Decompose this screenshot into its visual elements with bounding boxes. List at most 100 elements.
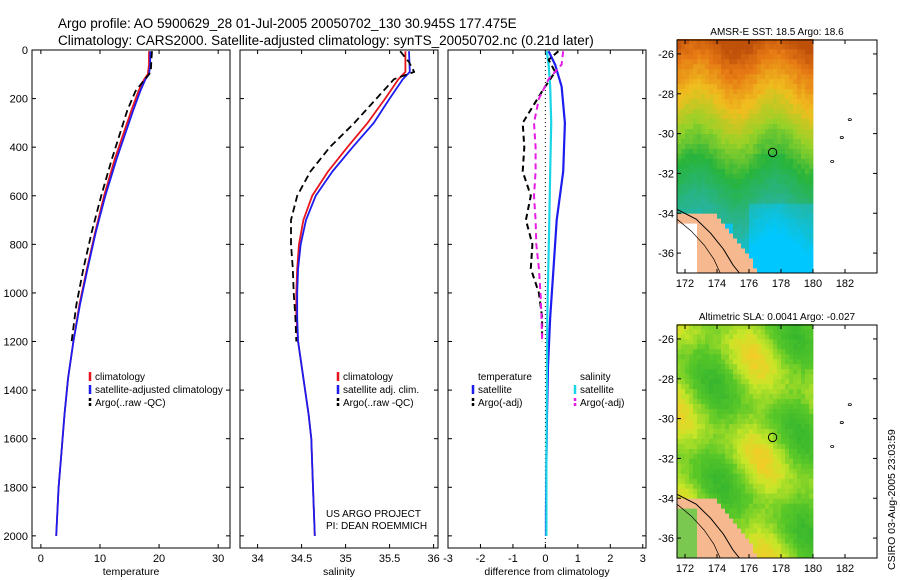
map-cell: [717, 113, 722, 120]
map-cell: [749, 193, 754, 199]
map-cell: [725, 258, 730, 264]
map-cell: [729, 143, 734, 149]
map-cell: [689, 243, 694, 249]
map-cell: [693, 433, 698, 439]
map-cell: [757, 338, 762, 345]
map-cell: [701, 498, 706, 504]
map-cell: [677, 388, 682, 395]
map-cell: [805, 478, 810, 484]
map-cell: [737, 473, 742, 479]
map-cell: [737, 388, 742, 395]
map-cell: [777, 103, 782, 110]
map-cell: [777, 253, 782, 259]
map-cell: [801, 248, 806, 254]
map-cell: [693, 548, 698, 554]
map-cell: [705, 458, 710, 464]
map-cell: [749, 258, 754, 264]
map-cell: [737, 223, 742, 229]
map-cell: [725, 263, 730, 269]
map-cell: [741, 73, 746, 80]
map-cell: [713, 333, 718, 340]
map-cell: [677, 178, 682, 184]
map-cell: [705, 83, 710, 90]
map-cell: [785, 158, 790, 164]
map-cell: [801, 538, 806, 544]
map-cell: [797, 148, 802, 154]
map-cell: [753, 398, 758, 405]
map-cell: [685, 198, 690, 204]
map-cell: [717, 143, 722, 149]
map-cell: [717, 348, 722, 355]
map-cell: [729, 483, 734, 489]
map-cell: [753, 353, 758, 360]
map-cell: [793, 238, 798, 244]
map-cell: [689, 88, 694, 95]
map-cell: [789, 63, 794, 70]
map-cell: [745, 268, 750, 274]
map-cell: [689, 198, 694, 204]
map-cell: [801, 253, 806, 259]
map-cell: [781, 268, 786, 274]
map-cell: [729, 208, 734, 214]
map-cell: [749, 53, 754, 60]
map-cell: [809, 168, 814, 174]
map-cell: [729, 123, 734, 130]
map-cell: [721, 153, 726, 159]
map-cell: [717, 548, 722, 554]
map-cell: [721, 324, 726, 330]
map-cell: [809, 63, 814, 70]
map-cell: [689, 138, 694, 144]
map-cell: [681, 153, 686, 159]
map-cell: [725, 528, 730, 534]
map-cell: [809, 98, 814, 105]
map-cell: [697, 418, 702, 424]
map-cell: [725, 553, 730, 559]
map-cell: [725, 428, 730, 434]
map-cell: [757, 88, 762, 95]
map-cell: [757, 228, 762, 234]
map-cell: [709, 103, 714, 110]
map-cell: [713, 503, 718, 509]
map-cell: [705, 328, 710, 335]
map-cell: [761, 148, 766, 154]
map-cell: [753, 518, 758, 524]
map-cell: [729, 338, 734, 345]
map-cell: [705, 263, 710, 269]
map-cell: [681, 403, 686, 410]
map-cell: [773, 178, 778, 184]
map-cell: [713, 353, 718, 360]
map-cell: [765, 183, 770, 189]
map-cell: [681, 268, 686, 274]
map-cell: [801, 548, 806, 554]
map-cell: [717, 148, 722, 154]
map-cell: [709, 123, 714, 130]
map-cell: [781, 518, 786, 524]
map-cell: [713, 48, 718, 55]
map-cell: [753, 503, 758, 509]
map-cell: [697, 328, 702, 335]
map-cell: [729, 93, 734, 100]
map-cell: [709, 473, 714, 479]
map-cell: [705, 358, 710, 365]
map-cell: [805, 373, 810, 380]
map-cell: [757, 393, 762, 400]
map-cell: [697, 218, 702, 224]
map-cell: [761, 338, 766, 345]
map-cell: [805, 183, 810, 189]
map-cell: [721, 368, 726, 375]
map-cell: [693, 168, 698, 174]
map-cell: [737, 503, 742, 509]
map-cell: [801, 458, 806, 464]
map-cell: [761, 328, 766, 335]
map-cell: [685, 488, 690, 494]
map-cell: [765, 113, 770, 120]
map-cell: [809, 348, 814, 355]
map-cell: [685, 98, 690, 105]
map-cell: [677, 268, 682, 274]
map-cell: [797, 528, 802, 534]
map-cell: [685, 203, 690, 209]
map-cell: [709, 213, 714, 219]
map-cell: [741, 163, 746, 169]
map-cell: [689, 328, 694, 335]
map-cell: [725, 178, 730, 184]
